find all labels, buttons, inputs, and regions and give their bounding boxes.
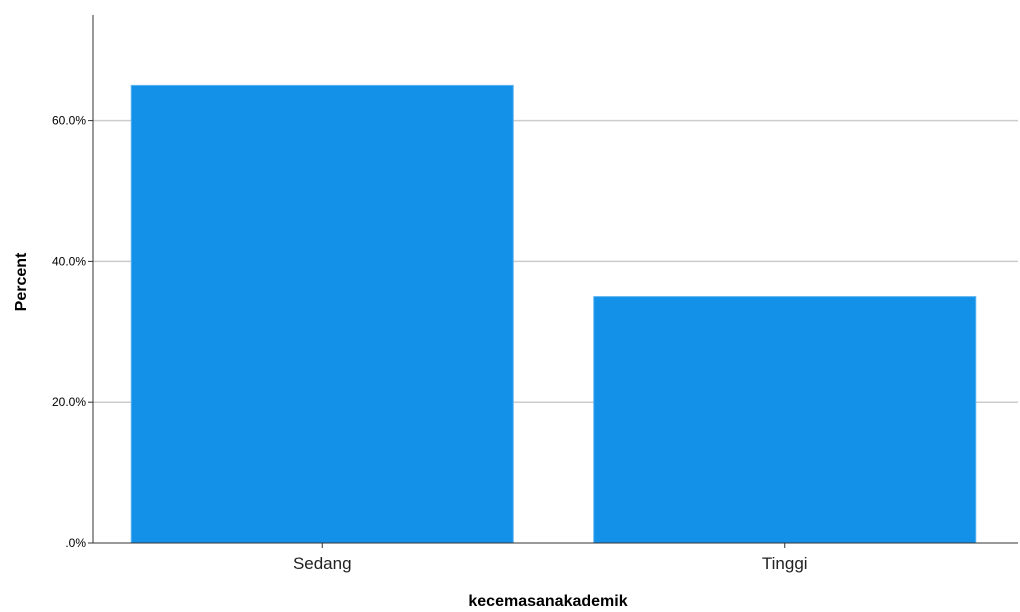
x-tick-label: Sedang: [293, 554, 352, 573]
x-axis-title: kecemasanakademik: [468, 593, 627, 610]
y-tick-label: 20.0%: [52, 395, 86, 409]
axes: [92, 15, 1018, 544]
bar-sedang: [130, 84, 514, 544]
bar-tinggi: [593, 296, 977, 544]
y-tick-labels: .0% 20.0% 40.0% 60.0%: [52, 114, 93, 550]
x-tick-labels: Sedang Tinggi: [293, 543, 808, 573]
bars: [130, 84, 977, 544]
y-tick-label: 40.0%: [52, 254, 86, 268]
x-tick-label: Tinggi: [762, 554, 808, 573]
y-tick-label: 60.0%: [52, 114, 86, 128]
y-axis-title: Percent: [13, 252, 30, 311]
y-tick-label: .0%: [65, 536, 86, 550]
